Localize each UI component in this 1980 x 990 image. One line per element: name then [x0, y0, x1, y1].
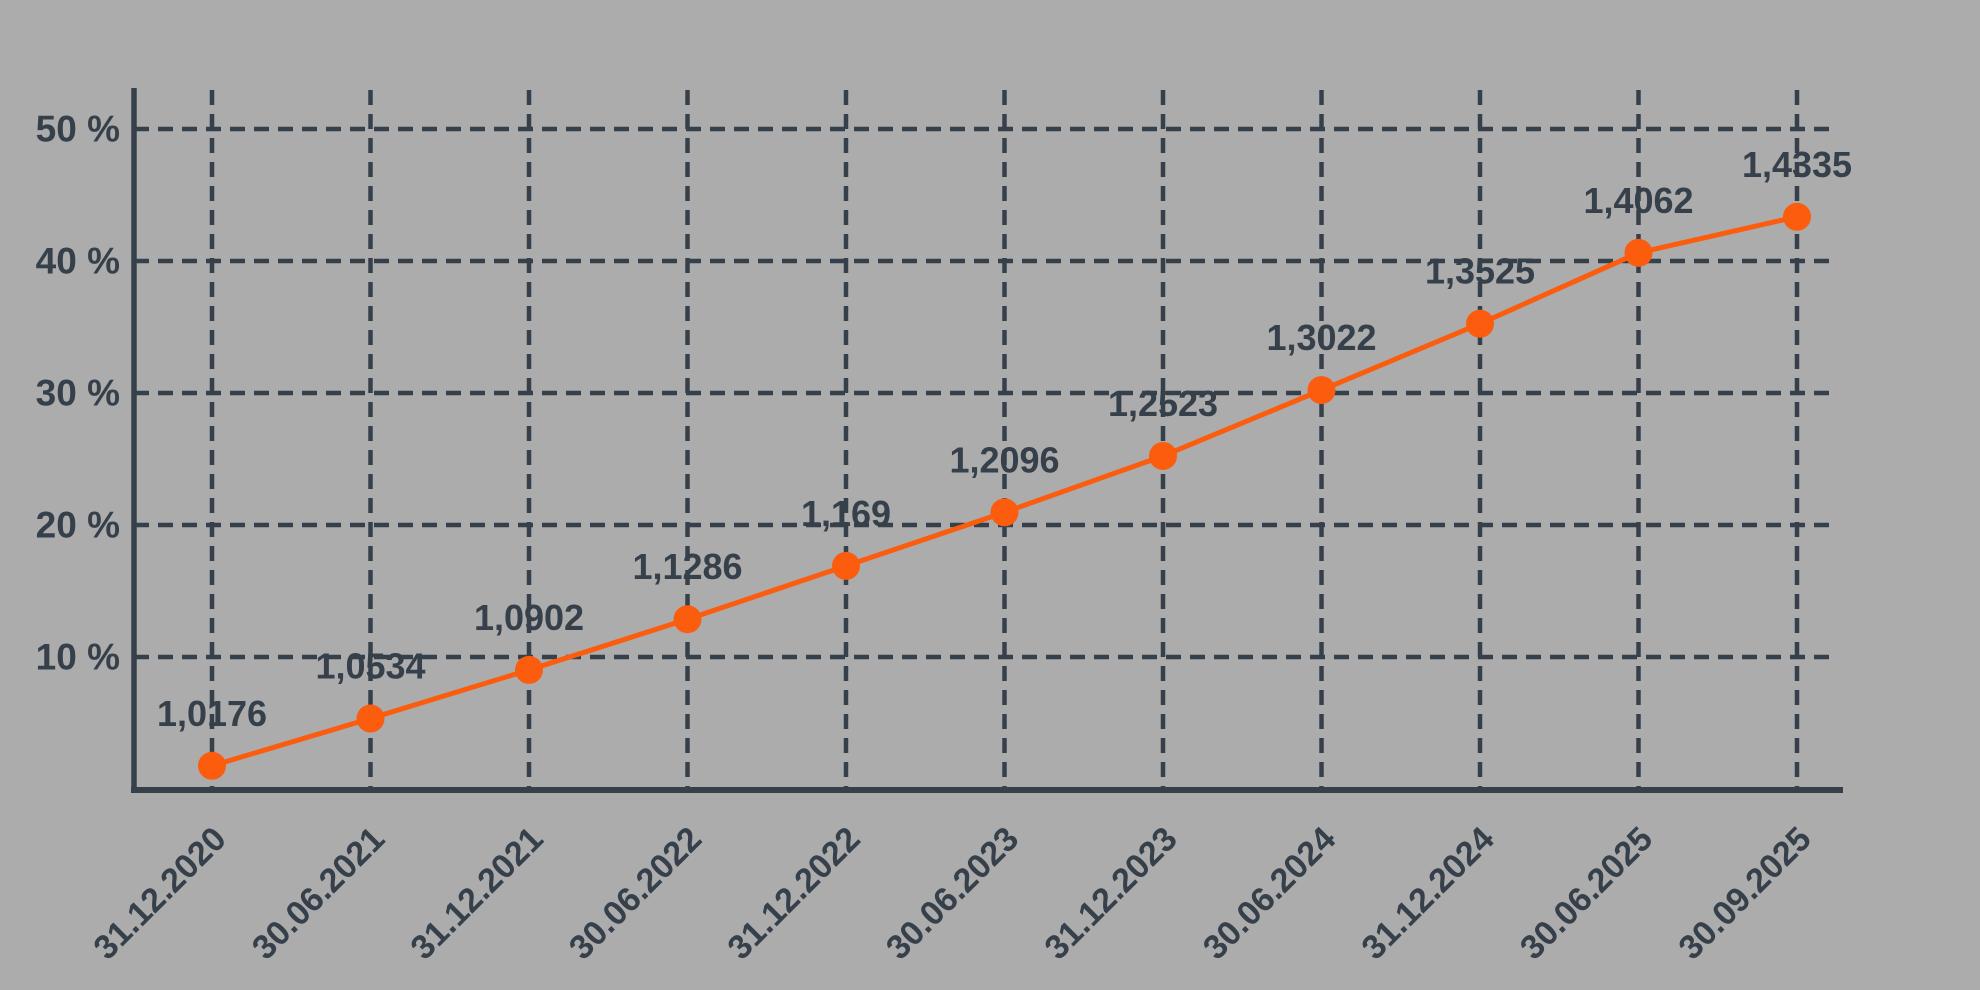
data-point-label: 1,2096 [949, 439, 1059, 480]
data-point-marker [1624, 238, 1653, 267]
data-point-label: 1,3525 [1425, 251, 1535, 292]
x-axis-tick-label: 31.12.2021 [403, 820, 550, 967]
x-axis-tick-label: 30.06.2024 [1196, 820, 1343, 967]
data-point-label: 1,1286 [632, 546, 742, 587]
x-axis-tick-label: 31.12.2024 [1354, 820, 1501, 967]
x-axis-tick-label: 31.12.2022 [720, 820, 867, 967]
data-point-label: 1,169 [801, 493, 891, 534]
data-point-label: 1,2523 [1108, 383, 1218, 424]
x-axis-tick-label: 30.06.2021 [245, 820, 392, 967]
data-point-marker [1466, 309, 1494, 338]
x-axis-tick-label: 30.06.2023 [879, 820, 1026, 967]
y-axis-tick-label: 10 % [36, 637, 120, 678]
data-point-label: 1,4335 [1742, 144, 1852, 185]
data-point-marker [515, 655, 543, 684]
data-point-marker [198, 751, 226, 780]
data-point-marker [990, 498, 1019, 527]
y-axis-tick-label: 50 % [36, 109, 120, 150]
data-point-marker [1783, 202, 1811, 231]
data-point-label: 1,3022 [1266, 317, 1376, 358]
x-axis-tick-label: 30.06.2022 [562, 820, 709, 967]
y-axis-tick-label: 40 % [36, 241, 120, 282]
data-point-marker [832, 551, 860, 580]
x-axis-tick-label: 31.12.2020 [86, 820, 233, 967]
data-point-label: 1,4062 [1583, 180, 1693, 221]
data-point-label: 1,0176 [157, 693, 267, 734]
y-axis-tick-label: 30 % [36, 373, 120, 414]
data-point-marker [1149, 441, 1177, 470]
x-axis-tick-label: 31.12.2023 [1037, 820, 1184, 967]
data-point-label: 1,0902 [474, 597, 584, 638]
x-axis-tick-label: 30.06.2025 [1513, 820, 1660, 967]
data-point-marker [356, 704, 385, 733]
data-point-marker [1307, 376, 1336, 405]
series-line [209, 214, 1800, 769]
data-point-label: 1,0534 [315, 646, 425, 687]
x-axis-tick-label: 30.09.2025 [1671, 820, 1818, 967]
y-axis-tick-label: 20 % [36, 505, 120, 546]
data-point-marker [673, 605, 702, 634]
